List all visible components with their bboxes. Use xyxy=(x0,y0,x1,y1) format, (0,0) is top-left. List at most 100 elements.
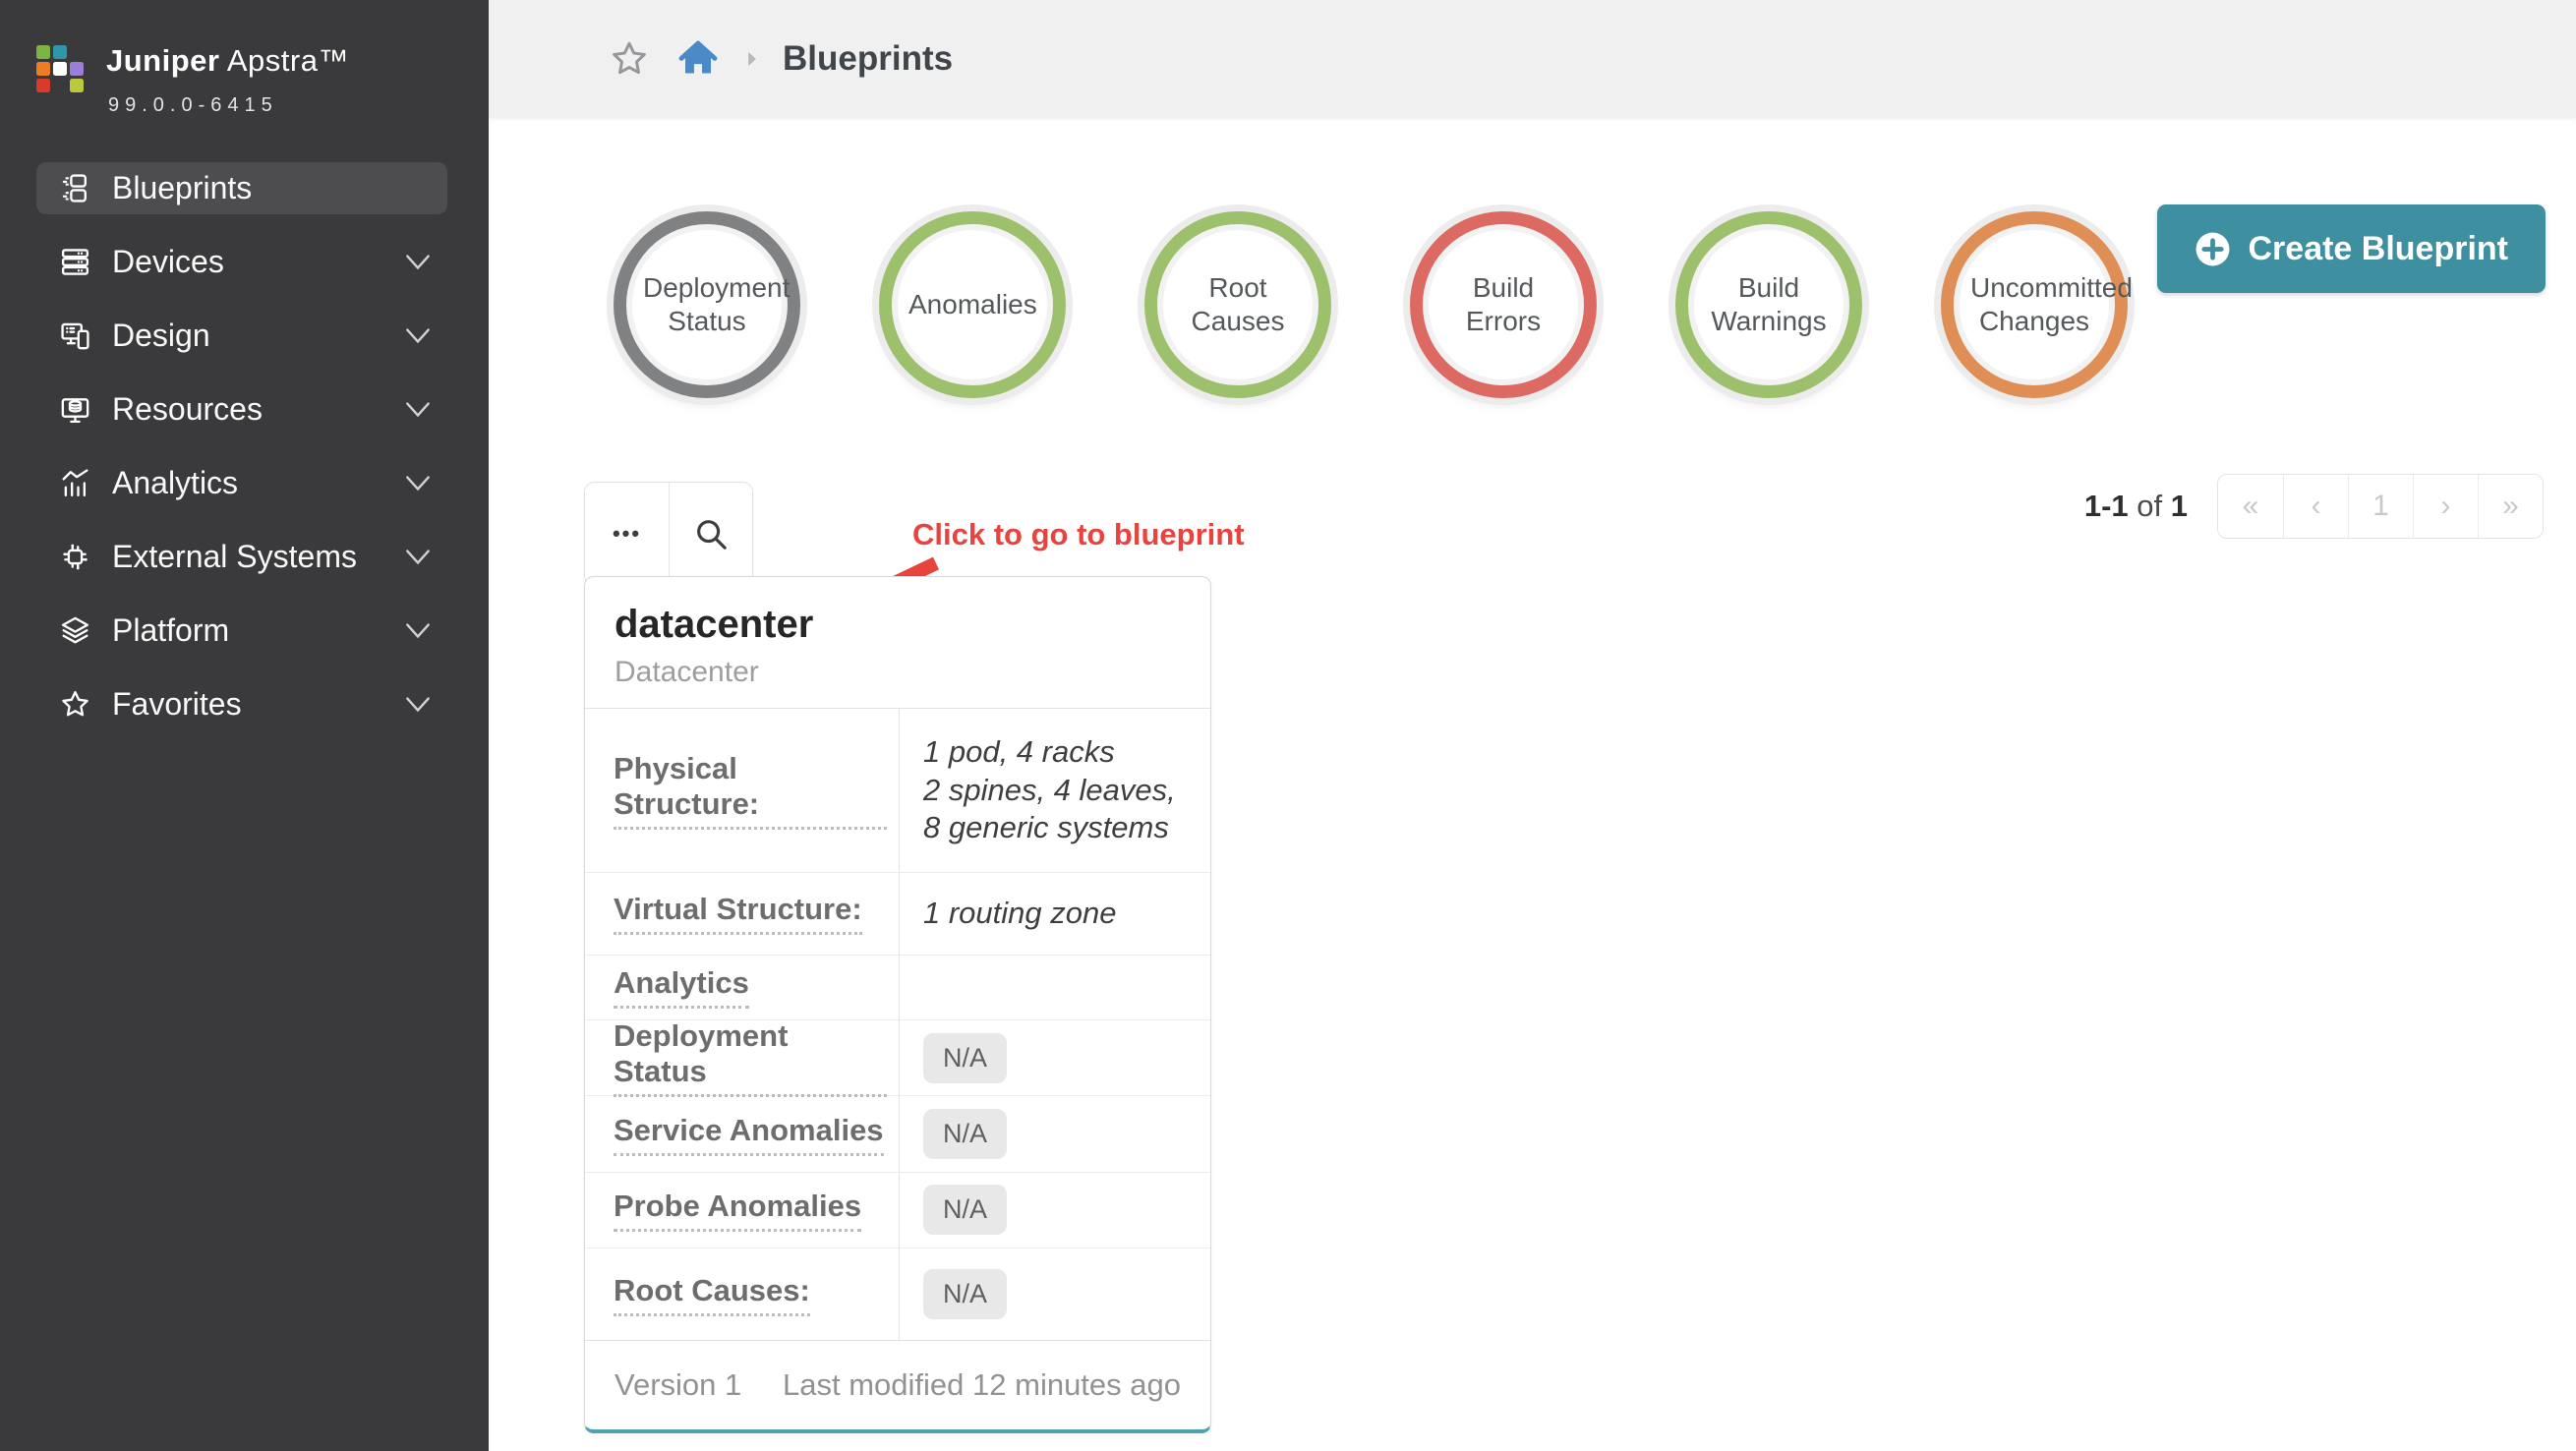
build-errors-circle[interactable]: Build Errors xyxy=(1410,211,1597,398)
table-row-root-causes: Root Causes: N/A xyxy=(585,1248,1210,1341)
sidebar-item-resources[interactable]: Resources xyxy=(36,383,447,435)
probe-anomalies-label[interactable]: Probe Anomalies xyxy=(614,1189,862,1232)
blueprint-card-footer: Version 1 Last modified 12 minutes ago xyxy=(585,1340,1210,1429)
resources-icon xyxy=(58,393,91,427)
service-anomalies-label[interactable]: Service Anomalies xyxy=(614,1113,884,1156)
root-causes-label[interactable]: Root Causes: xyxy=(614,1273,810,1316)
create-blueprint-label: Create Blueprint xyxy=(2248,229,2509,267)
uncommitted-changes-circle[interactable]: Uncommitted Changes xyxy=(1941,211,2133,398)
table-row-probe-anomalies: Probe Anomalies N/A xyxy=(585,1173,1210,1248)
blueprint-name-link[interactable]: datacenter xyxy=(615,603,814,646)
page-number-button[interactable]: 1 xyxy=(2348,475,2413,538)
devices-icon xyxy=(58,246,91,279)
juniper-apstra-logo xyxy=(36,45,84,92)
sidebar-item-label: External Systems xyxy=(112,539,357,574)
ellipsis-icon: ••• xyxy=(612,521,642,546)
chevron-down-icon xyxy=(403,695,433,714)
status-badge: N/A xyxy=(923,1185,1008,1236)
table-row-service-anomalies: Service Anomalies N/A xyxy=(585,1096,1210,1174)
chevron-down-icon xyxy=(403,253,433,271)
next-page-button[interactable]: › xyxy=(2413,475,2478,538)
sidebar-item-label: Platform xyxy=(112,612,230,648)
blueprint-card: datacenter Datacenter Physical Structure… xyxy=(584,576,1211,1433)
plus-circle-icon xyxy=(2195,231,2231,267)
analytics-label[interactable]: Analytics xyxy=(614,965,749,1010)
pagination-summary: 1-1 of 1 xyxy=(2083,489,2188,523)
blueprints-icon xyxy=(58,172,91,205)
circle-label: Deployment Status xyxy=(643,272,790,336)
page-title: Blueprints xyxy=(783,39,954,78)
sidebar-item-devices[interactable]: Devices xyxy=(36,236,447,288)
create-blueprint-button[interactable]: Create Blueprint xyxy=(2156,204,2546,293)
table-row-virtual-structure: Virtual Structure: 1 routing zone xyxy=(585,872,1210,956)
sidebar-item-external-systems[interactable]: External Systems xyxy=(36,531,447,583)
sidebar: Juniper Apstra™ 99.0.0-6415 Blueprints xyxy=(0,0,489,1451)
external-systems-icon xyxy=(58,541,91,574)
design-icon xyxy=(58,319,91,353)
first-page-button[interactable]: « xyxy=(2218,475,2283,538)
chevron-down-icon xyxy=(403,326,433,345)
table-row-analytics: Analytics xyxy=(585,955,1210,1021)
brand-text: Juniper Apstra™ 99.0.0-6415 xyxy=(106,43,349,117)
circle-label: Anomalies xyxy=(908,289,1037,320)
search-button[interactable] xyxy=(669,483,752,585)
search-icon xyxy=(692,515,730,552)
status-badge: N/A xyxy=(923,1032,1008,1083)
home-icon[interactable] xyxy=(676,37,720,81)
blueprint-type: Datacenter xyxy=(615,656,759,688)
sidebar-item-blueprints[interactable]: Blueprints xyxy=(36,162,447,214)
status-badge: N/A xyxy=(923,1269,1008,1320)
pagination: 1-1 of 1 « ‹ 1 › » xyxy=(2084,474,2544,539)
deployment-status-circle[interactable]: Deployment Status xyxy=(614,211,800,398)
prev-page-button[interactable]: ‹ xyxy=(2283,475,2348,538)
chevron-down-icon xyxy=(403,621,433,640)
status-badge: N/A xyxy=(923,1109,1008,1160)
chevron-down-icon xyxy=(403,474,433,493)
circle-label: Build Warnings xyxy=(1711,272,1827,336)
deployment-status-label[interactable]: Deployment Status xyxy=(614,1018,887,1098)
last-modified-text: Last modified 12 minutes ago xyxy=(783,1367,1181,1403)
main-area: Blueprints Deployment Status Anomalies R… xyxy=(489,0,2576,1451)
sidebar-item-label: Design xyxy=(112,318,210,353)
content: Deployment Status Anomalies Root Causes … xyxy=(489,118,2576,1451)
sidebar-item-analytics[interactable]: Analytics xyxy=(36,457,447,509)
analytics-icon xyxy=(58,467,91,500)
more-actions-button[interactable]: ••• xyxy=(585,483,669,585)
sidebar-item-label: Analytics xyxy=(112,465,239,500)
physical-structure-label[interactable]: Physical Structure: xyxy=(614,751,887,830)
sidebar-item-favorites[interactable]: Favorites xyxy=(36,678,447,730)
circle-label: Uncommitted Changes xyxy=(1970,272,2133,336)
sidebar-item-design[interactable]: Design xyxy=(36,310,447,362)
sidebar-item-label: Blueprints xyxy=(112,170,253,205)
sidebar-item-platform[interactable]: Platform xyxy=(36,605,447,657)
chevron-down-icon xyxy=(403,548,433,566)
star-icon xyxy=(58,688,91,722)
circle-label: Build Errors xyxy=(1465,272,1542,336)
app-version: 99.0.0-6415 xyxy=(108,94,278,116)
build-warnings-circle[interactable]: Build Warnings xyxy=(1675,211,1862,398)
virtual-structure-label[interactable]: Virtual Structure: xyxy=(614,892,862,936)
table-row-deployment-status: Deployment Status N/A xyxy=(585,1018,1210,1098)
circle-label: Root Causes xyxy=(1191,272,1285,336)
status-circles: Deployment Status Anomalies Root Causes … xyxy=(614,211,2133,398)
platform-icon xyxy=(58,614,91,648)
table-row-physical-structure: Physical Structure: 1 pod, 4 racks 2 spi… xyxy=(585,708,1210,873)
favorite-star-icon[interactable] xyxy=(609,38,650,80)
sidebar-item-label: Devices xyxy=(112,244,224,279)
anomalies-circle[interactable]: Anomalies xyxy=(879,211,1066,398)
sidebar-item-label: Favorites xyxy=(112,686,242,722)
sidebar-item-label: Resources xyxy=(112,391,263,427)
chevron-right-icon xyxy=(741,48,763,70)
root-causes-circle[interactable]: Root Causes xyxy=(1144,211,1331,398)
virtual-structure-value: 1 routing zone xyxy=(923,896,1117,931)
app-title: Juniper Apstra™ xyxy=(106,43,349,78)
physical-structure-value: 1 pod, 4 racks 2 spines, 4 leaves, 8 gen… xyxy=(923,734,1176,844)
blueprint-card-header: datacenter Datacenter xyxy=(585,577,1210,709)
annotation-text: Click to go to blueprint xyxy=(912,517,1245,551)
brand[interactable]: Juniper Apstra™ 99.0.0-6415 xyxy=(0,0,489,117)
sidebar-nav: Blueprints Devices xyxy=(0,162,489,730)
last-page-button[interactable]: » xyxy=(2478,475,2543,538)
pagination-controls: « ‹ 1 › » xyxy=(2217,474,2544,539)
chevron-down-icon xyxy=(403,400,433,419)
